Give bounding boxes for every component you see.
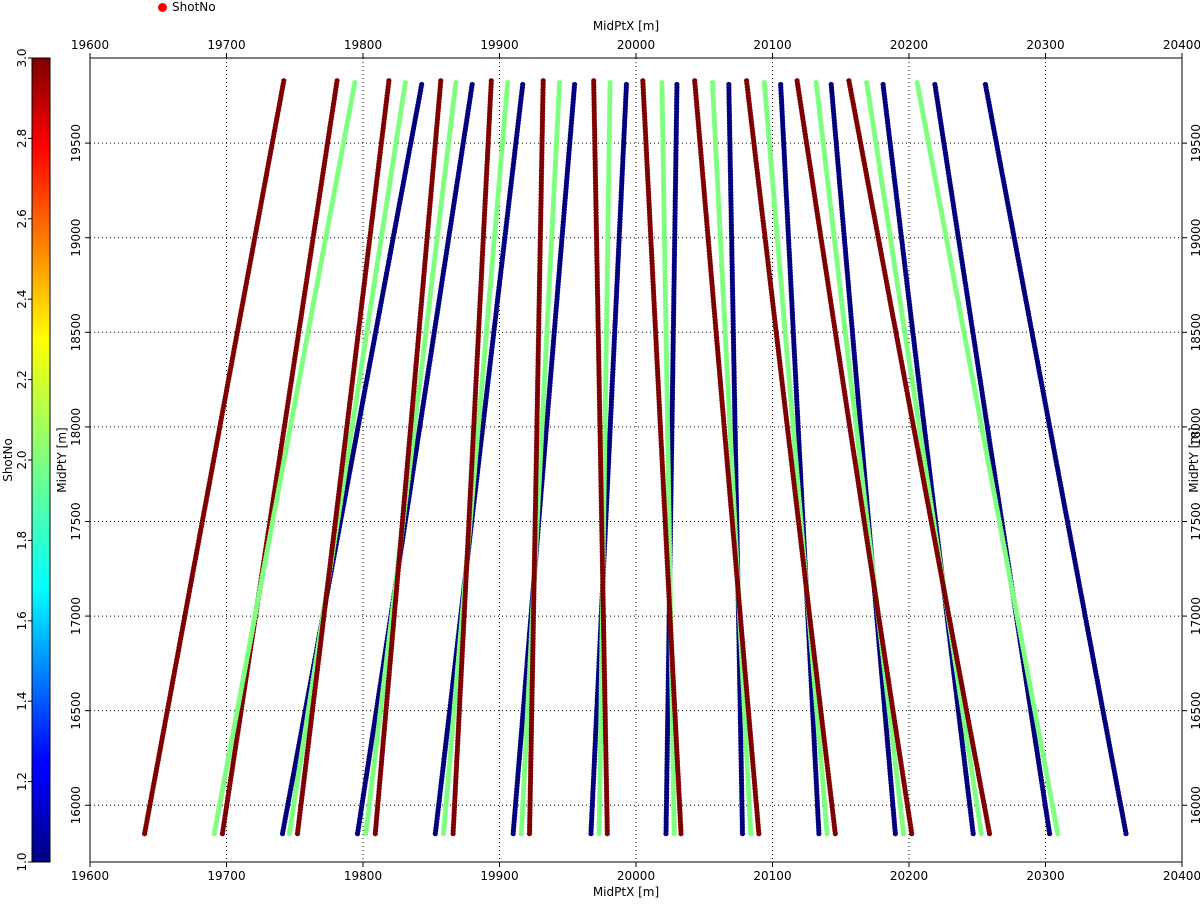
colorbar-tick-label: 1.2 [15, 772, 29, 791]
colorbar-tick-label: 2.6 [15, 209, 29, 228]
data-point [419, 82, 424, 87]
data-point [624, 82, 629, 87]
data-point [352, 80, 357, 85]
colorbar-label: ShotNo [1, 438, 15, 482]
data-point [505, 80, 510, 85]
colorbar-tick-label: 2.2 [15, 370, 29, 389]
data-point [608, 80, 613, 85]
legend-label: ShotNo [172, 0, 216, 14]
colorbar-tick-label: 1.4 [15, 692, 29, 711]
data-point [557, 80, 562, 85]
data-point [470, 82, 475, 87]
colorbar-tick-label: 2.0 [15, 450, 29, 469]
data-point [489, 78, 494, 83]
data-point [591, 78, 596, 83]
data-point [403, 80, 408, 85]
colorbar [32, 58, 50, 862]
data-point [520, 82, 525, 87]
legend: ShotNo [158, 0, 216, 14]
legend-marker-icon [158, 3, 167, 12]
data-point [386, 78, 391, 83]
colorbar-ticks: 1.0 1.2 1.4 1.6 1.8 2.0 2.2 2.4 2.6 2.8 3.0 [15, 48, 32, 871]
data-point [335, 78, 340, 83]
colorbar-tick-label: 2.4 [15, 290, 29, 309]
data-point [541, 78, 546, 83]
data-point [572, 82, 577, 87]
data-point [453, 80, 458, 85]
colorbar-tick-label: 3.0 [15, 48, 29, 67]
colorbar-tick-label: 1.6 [15, 611, 29, 630]
colorbar-tick-label: 1.8 [15, 531, 29, 550]
data-point [438, 78, 443, 83]
data-point [674, 82, 679, 87]
colorbar-tick-label: 1.0 [15, 852, 29, 871]
data-point [281, 78, 286, 83]
colorbar-tick-label: 2.8 [15, 129, 29, 148]
